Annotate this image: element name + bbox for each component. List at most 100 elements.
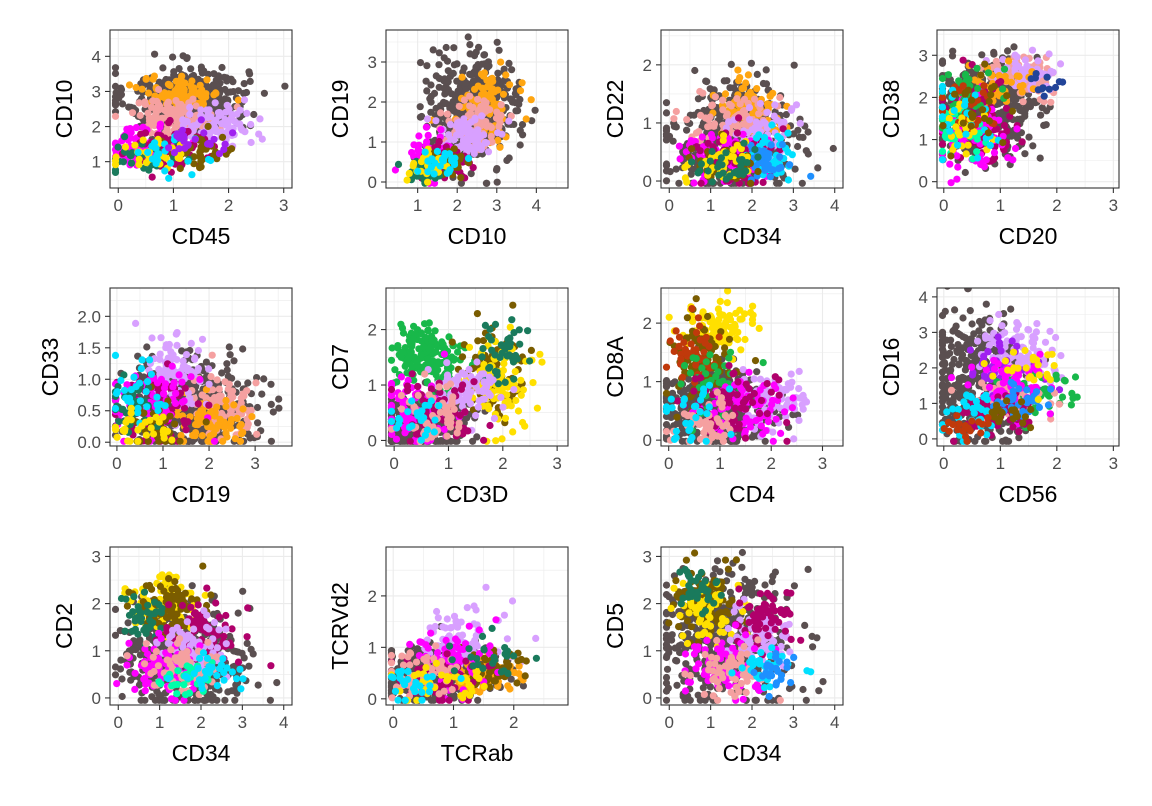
- data-point: [762, 159, 770, 167]
- data-point: [1045, 85, 1053, 93]
- data-point: [771, 101, 779, 109]
- y-tick-label: 1: [643, 114, 652, 133]
- x-tick-label: 1: [706, 196, 715, 215]
- data-point: [1051, 83, 1060, 92]
- data-point: [1037, 111, 1045, 119]
- data-point: [113, 388, 121, 396]
- data-point: [455, 102, 463, 110]
- data-point: [445, 150, 454, 158]
- x-tick-label: 4: [830, 196, 839, 215]
- data-point: [117, 376, 125, 385]
- data-point: [706, 157, 714, 165]
- data-point: [175, 65, 183, 73]
- data-point: [239, 345, 247, 353]
- data-point: [725, 100, 734, 108]
- data-point: [977, 71, 985, 79]
- data-point: [134, 404, 142, 412]
- data-point: [239, 428, 247, 436]
- data-point: [480, 89, 488, 97]
- data-point: [489, 77, 497, 85]
- data-point: [492, 114, 501, 122]
- data-point: [773, 179, 781, 187]
- data-point: [157, 93, 165, 101]
- data-point: [951, 90, 959, 98]
- data-point: [997, 78, 1005, 86]
- data-point: [214, 109, 223, 117]
- data-point: [762, 66, 770, 74]
- data-point: [986, 141, 995, 149]
- data-point: [681, 163, 689, 171]
- data-point: [269, 408, 277, 416]
- data-point: [687, 170, 695, 178]
- data-point: [755, 131, 763, 139]
- data-point: [435, 49, 443, 57]
- data-point: [672, 107, 680, 116]
- data-point: [224, 372, 232, 380]
- x-tick-label: 3: [789, 196, 798, 215]
- data-point: [945, 80, 953, 88]
- data-point: [492, 166, 501, 174]
- data-point: [499, 90, 508, 98]
- data-point: [196, 164, 204, 172]
- data-point: [802, 147, 810, 155]
- data-point: [175, 371, 183, 379]
- data-point: [1003, 92, 1011, 100]
- x-tick-label: 3: [279, 196, 288, 215]
- data-point: [226, 351, 234, 359]
- data-point: [980, 82, 988, 90]
- data-point: [437, 126, 445, 134]
- data-point: [215, 392, 223, 401]
- x-axis-title: CD34: [723, 223, 782, 249]
- data-point: [229, 129, 237, 137]
- data-point: [429, 46, 437, 54]
- data-point: [205, 380, 213, 388]
- data-point: [436, 162, 444, 170]
- data-point: [751, 145, 759, 154]
- data-point: [240, 96, 249, 104]
- data-point: [722, 175, 730, 183]
- data-point: [143, 403, 151, 411]
- data-point: [267, 437, 275, 445]
- data-point: [252, 379, 260, 387]
- data-point: [531, 106, 539, 114]
- data-point: [161, 402, 169, 410]
- data-point: [424, 157, 432, 165]
- data-point: [178, 79, 186, 87]
- data-point: [995, 116, 1003, 124]
- data-point: [938, 59, 947, 67]
- data-point: [747, 59, 756, 67]
- data-point: [438, 155, 446, 164]
- data-point: [198, 432, 206, 440]
- data-point: [128, 109, 137, 117]
- data-point: [759, 178, 767, 186]
- data-point: [954, 141, 962, 149]
- data-point: [528, 117, 536, 125]
- data-point: [1043, 107, 1051, 115]
- data-point: [153, 393, 161, 401]
- data-point: [990, 50, 998, 58]
- data-point: [256, 115, 264, 123]
- y-axis-title: CD19: [327, 80, 353, 139]
- data-point: [240, 80, 248, 88]
- data-point: [474, 95, 482, 103]
- data-point: [975, 129, 984, 137]
- data-point: [1040, 98, 1048, 106]
- data-point: [1021, 150, 1029, 158]
- data-point: [756, 99, 765, 108]
- data-point: [153, 379, 162, 387]
- data-point: [1019, 98, 1027, 106]
- data-point: [946, 160, 954, 168]
- data-point: [495, 46, 503, 54]
- data-point: [225, 105, 233, 113]
- data-point: [1009, 156, 1017, 164]
- data-point: [184, 418, 192, 426]
- data-point: [132, 83, 140, 92]
- data-point: [466, 143, 474, 151]
- data-point: [471, 116, 479, 124]
- data-point: [111, 351, 120, 359]
- data-point: [944, 71, 953, 79]
- data-point: [736, 156, 744, 164]
- data-point: [453, 60, 461, 68]
- data-point: [205, 365, 213, 373]
